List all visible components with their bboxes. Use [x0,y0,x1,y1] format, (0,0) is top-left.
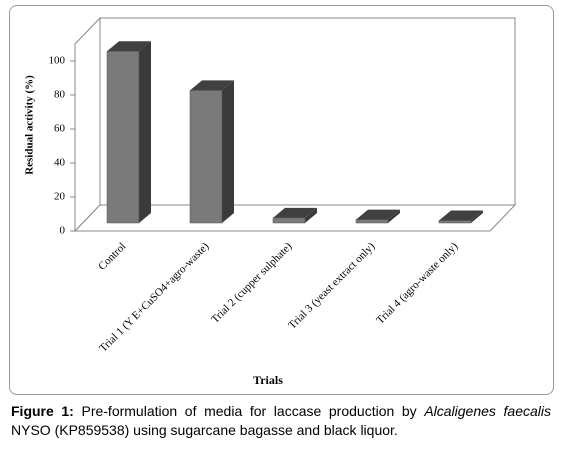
bar [272,217,306,224]
bar [189,90,223,224]
y-tick-label: 20 [54,191,66,203]
back-wall [99,17,516,206]
bar-side [139,41,151,223]
bar-top [356,209,400,220]
caption: Figure 1: Pre-formulation of media for l… [11,402,551,440]
y-tick-label: 0 [60,225,66,237]
caption-text: NYSO (KP859538) using sugarcane bagasse … [11,422,398,438]
caption-species: Alcaligenes faecalis [424,403,552,419]
caption-text: Pre-formulation of media for laccase pro… [81,403,417,419]
caption-label: Figure 1: [11,403,74,419]
y-tick-label: 40 [54,157,66,169]
bar-top [190,80,234,91]
bar [438,220,472,224]
back-wall [74,16,101,233]
bar-side [471,210,483,223]
y-tick-label: 60 [54,123,66,135]
x-tick-label: Trial 2 (cupper sulphate) [209,240,295,326]
x-tick-label: Control [96,240,128,272]
chart: Residual activity (%) Trials 0 20 40 60 80 10… [24,16,517,387]
bar [106,51,140,224]
bar-side [305,207,317,223]
x-tick-label: Trial 4 (agro-waste only) [374,240,460,326]
x-tick-label: Trial 3 (yeast extract only) [286,240,377,331]
bar-side [222,80,234,224]
y-tick-label: 100 [49,55,66,67]
bar-top [107,41,151,52]
bar-side [388,209,400,223]
bar-top [439,210,483,221]
chart-frame [9,5,554,395]
y-axis-label: Residual activity (%) [24,75,36,175]
bar-top [273,207,317,218]
bar [355,219,389,224]
x-axis-label: Trials [253,373,283,387]
y-tick-label: 80 [54,89,66,101]
